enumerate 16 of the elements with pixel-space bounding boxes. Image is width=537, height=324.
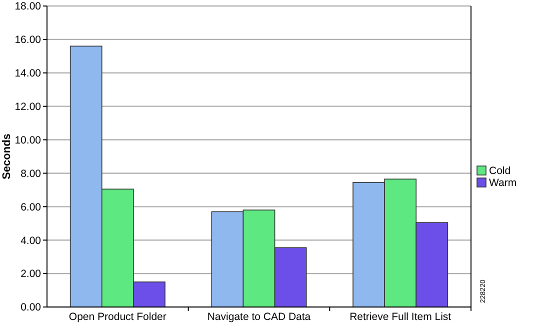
y-tick-label: 14.00 — [14, 68, 42, 80]
legend-label: Warm — [489, 177, 517, 189]
y-tick-label: 8.00 — [20, 168, 42, 180]
y-tick-label: 2.00 — [20, 268, 42, 280]
y-tick-label: 10.00 — [14, 134, 42, 146]
y-tick-label: 4.00 — [20, 234, 42, 247]
y-tick-label: 12.00 — [14, 101, 42, 114]
x-tick-label: Open Product Folder — [68, 311, 167, 323]
y-tick-label: 6.00 — [20, 201, 42, 214]
legend-label: Cold — [489, 165, 511, 177]
y-axis-title: Seconds — [1, 134, 13, 180]
y-tick-label: 18.00 — [14, 0, 42, 13]
y-tick-label: 16.00 — [14, 34, 42, 46]
x-tick-label: Navigate to CAD Data — [207, 311, 311, 323]
y-tick-label: 0.00 — [20, 302, 42, 314]
x-tick-label: Retrieve Full Item List — [350, 311, 452, 323]
